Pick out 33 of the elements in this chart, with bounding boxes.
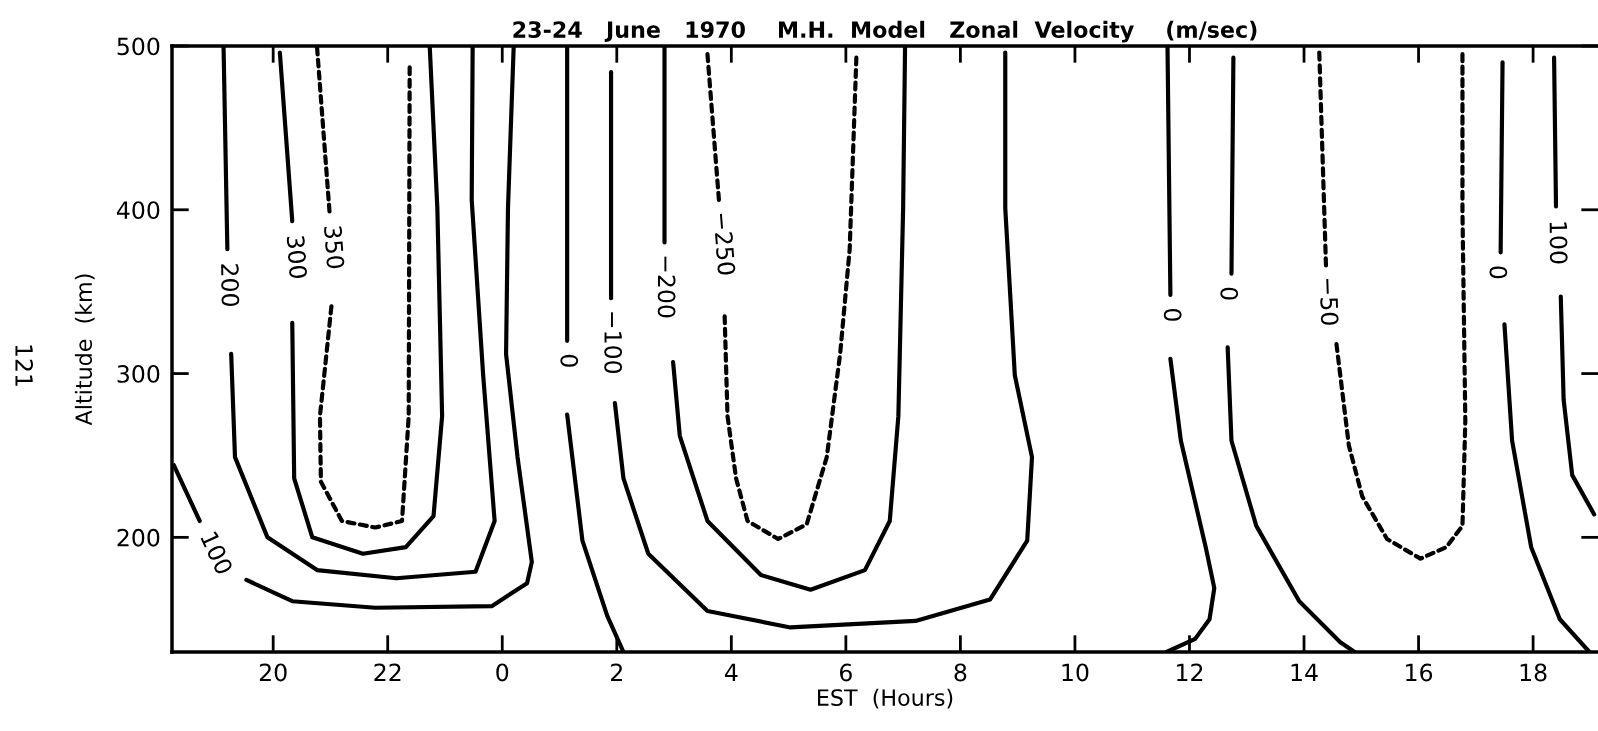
- x-tick-label: 2: [611, 663, 622, 682]
- x-tick-label: 4: [724, 663, 738, 682]
- x-tick-label: 14: [1291, 663, 1318, 682]
- text: 350: [323, 225, 345, 269]
- x-tick-label: 0: [496, 663, 509, 682]
- y-tick-label: 200: [117, 528, 160, 547]
- text: 0: [1489, 266, 1508, 279]
- x-tick-label: 8: [954, 663, 967, 682]
- x-tick-label: 12: [1177, 663, 1203, 682]
- x-tick-label: 10: [1062, 663, 1089, 682]
- text: −100: [604, 312, 623, 374]
- x-tick-label: 18: [1520, 663, 1547, 682]
- text: 0: [1220, 287, 1239, 300]
- y-tick-label: 300: [117, 365, 160, 383]
- y-axis-title: Altitude (km): [74, 274, 95, 426]
- text: −200: [657, 256, 676, 318]
- y-tick-label: 500: [117, 37, 160, 56]
- y-tick-label: 400: [116, 201, 160, 220]
- text: 0: [1163, 308, 1182, 321]
- x-tick-label: 16: [1406, 663, 1433, 682]
- chart-title: 23-24 June 1970 M.H. Model Zonal Velocity (m/sec): [513, 20, 1257, 43]
- text: 200: [220, 264, 240, 307]
- x-axis-title: EST (Hours): [818, 688, 953, 709]
- text: 300: [286, 235, 308, 279]
- text: −50: [1319, 278, 1339, 325]
- text: 100: [1549, 222, 1568, 264]
- legend-label: 100: [200, 530, 234, 576]
- x-tick-label: 22: [374, 663, 401, 682]
- x-tick-label: 20: [259, 663, 287, 682]
- text: 0: [560, 354, 579, 367]
- text: 121: [15, 345, 34, 386]
- text: −250: [713, 213, 736, 276]
- x-tick-label: 6: [840, 663, 852, 682]
